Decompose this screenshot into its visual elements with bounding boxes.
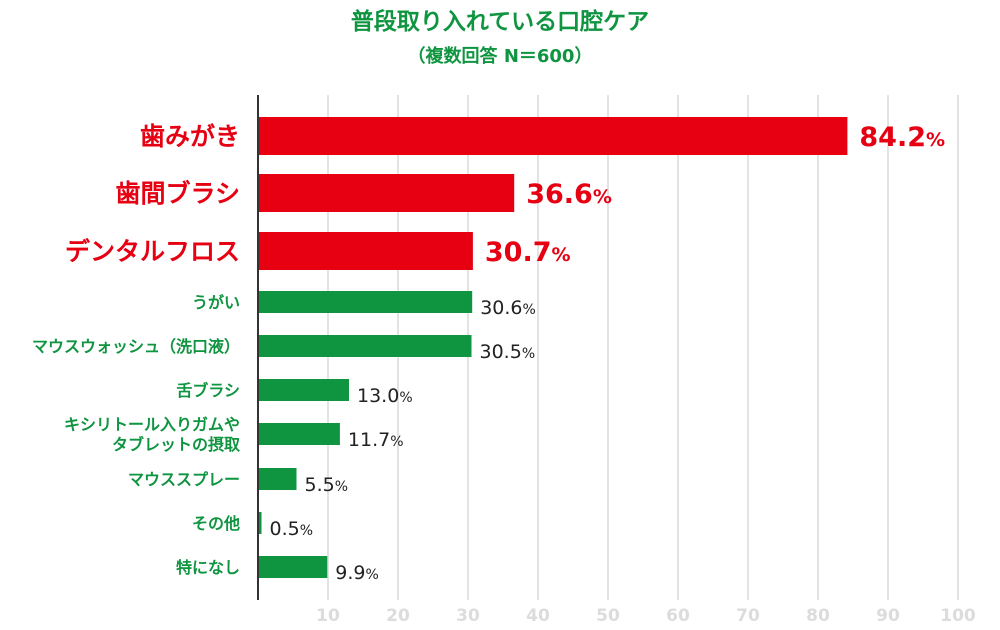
- bar-7: [258, 468, 297, 490]
- chart-title: 普段取り入れている口腔ケア: [350, 9, 650, 35]
- category-label-3: うがい: [192, 293, 240, 312]
- category-label-line: 歯みがき: [140, 122, 240, 151]
- value-unit: %: [399, 390, 412, 406]
- value-label-8: 0.5%: [270, 518, 314, 540]
- category-label-8: その他: [192, 514, 240, 533]
- value-number: 9.9: [335, 562, 365, 584]
- value-unit: %: [300, 523, 313, 539]
- category-label-4: マウスウォッシュ（洗口液）: [32, 337, 240, 356]
- category-label-line: マウスウォッシュ（洗口液）: [32, 337, 240, 356]
- category-label-line: うがい: [192, 293, 240, 312]
- category-label-7: マウススプレー: [128, 470, 240, 489]
- value-unit: %: [926, 129, 945, 151]
- x-tick-label-10: 10: [316, 606, 340, 626]
- bar-4: [258, 335, 472, 357]
- value-label-4: 30.5%: [480, 341, 536, 363]
- category-label-line: キシリトール入りガムや: [64, 415, 240, 434]
- bar-9: [258, 556, 328, 578]
- value-number: 30.7: [485, 237, 552, 268]
- category-label-line: 舌ブラシ: [176, 381, 240, 400]
- x-tick-label-40: 40: [526, 606, 550, 626]
- value-number: 84.2: [859, 122, 926, 153]
- category-label-line: マウススプレー: [128, 470, 240, 489]
- value-unit: %: [552, 244, 571, 266]
- bar-0: [258, 117, 848, 155]
- category-label-line: 特になし: [176, 558, 240, 577]
- x-tick-label-80: 80: [806, 606, 830, 626]
- value-number: 30.5: [480, 341, 522, 363]
- value-label-1: 36.6%: [526, 179, 612, 210]
- x-tick-label-90: 90: [876, 606, 900, 626]
- value-number: 13.0: [357, 385, 399, 407]
- value-number: 0.5: [270, 518, 300, 540]
- category-label-5: 舌ブラシ: [176, 381, 240, 400]
- category-label-0: 歯みがき: [140, 122, 240, 151]
- chart-subtitle: （複数回答 N＝600）: [407, 46, 593, 67]
- value-label-0: 84.2%: [859, 122, 945, 153]
- category-label-line: タブレットの摂取: [112, 435, 240, 454]
- value-number: 11.7: [348, 429, 390, 451]
- value-number: 36.6: [526, 179, 593, 210]
- x-tick-label-20: 20: [386, 606, 410, 626]
- category-label-line: 歯間ブラシ: [115, 179, 240, 208]
- bar-2: [258, 232, 473, 270]
- x-tick-label-50: 50: [596, 606, 620, 626]
- bar-5: [258, 379, 349, 401]
- x-tick-label-30: 30: [456, 606, 480, 626]
- value-number: 30.6: [480, 297, 522, 319]
- value-unit: %: [366, 567, 379, 583]
- bar-8: [258, 512, 262, 534]
- value-label-6: 11.7%: [348, 429, 404, 451]
- value-number: 5.5: [305, 474, 335, 496]
- bar-3: [258, 291, 473, 313]
- bar-6: [258, 423, 340, 445]
- category-label-2: デンタルフロス: [65, 237, 240, 266]
- x-tick-label-70: 70: [736, 606, 760, 626]
- category-label-9: 特になし: [176, 558, 240, 577]
- value-unit: %: [335, 479, 348, 495]
- category-label-1: 歯間ブラシ: [115, 179, 240, 208]
- x-tick-label-100: 100: [940, 606, 976, 626]
- value-label-5: 13.0%: [357, 385, 413, 407]
- x-tick-label-60: 60: [666, 606, 690, 626]
- category-label-line: デンタルフロス: [65, 237, 240, 266]
- value-unit: %: [523, 302, 536, 318]
- value-unit: %: [390, 434, 403, 450]
- category-label-line: その他: [192, 514, 240, 533]
- bar-1: [258, 174, 515, 212]
- value-label-7: 5.5%: [305, 474, 349, 496]
- value-unit: %: [593, 186, 612, 208]
- value-label-3: 30.6%: [480, 297, 536, 319]
- value-label-9: 9.9%: [335, 562, 379, 584]
- value-label-2: 30.7%: [485, 237, 571, 268]
- category-label-6: キシリトール入りガムやタブレットの摂取: [64, 415, 240, 454]
- value-unit: %: [522, 346, 535, 362]
